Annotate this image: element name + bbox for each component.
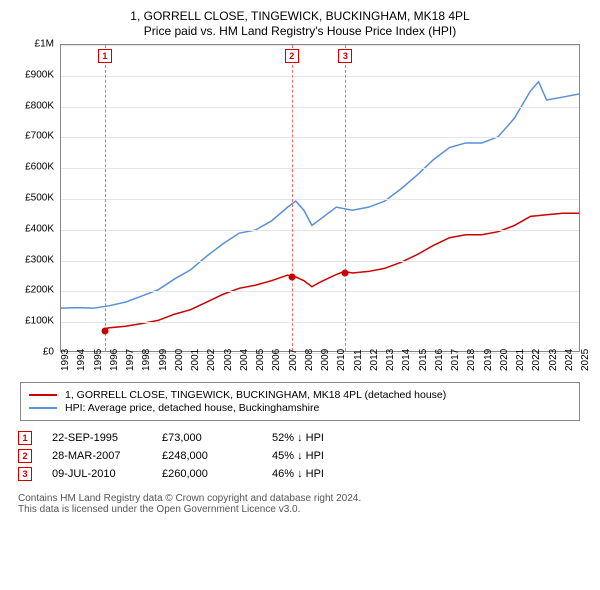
gridline-h	[61, 322, 579, 323]
annotation-row: 2 28-MAR-2007 £248,000 45% ↓ HPI	[18, 449, 582, 463]
event-marker-1: 1	[98, 49, 112, 63]
annotation-diff: 46% ↓ HPI	[272, 468, 362, 480]
legend-item: HPI: Average price, detached house, Buck…	[29, 402, 571, 414]
x-tick-label: 1996	[109, 349, 120, 371]
series-svg	[61, 45, 579, 351]
attribution-line-1: Contains HM Land Registry data © Crown c…	[18, 493, 582, 504]
x-tick-label: 2023	[548, 349, 559, 371]
gridline-h	[61, 107, 579, 108]
chart-container: £0 £100K £200K £300K £400K £500K £600K £700K £80…	[20, 44, 580, 374]
x-tick-label: 2004	[239, 349, 250, 371]
legend-swatch	[29, 394, 57, 396]
x-tick-label: 2008	[304, 349, 315, 371]
annotation-row: 1 22-SEP-1995 £73,000 52% ↓ HPI	[18, 431, 582, 445]
chart-title-block: 1, GORRELL CLOSE, TINGEWICK, BUCKINGHAM,…	[8, 9, 592, 38]
gridline-h	[61, 137, 579, 138]
x-tick-label: 2024	[564, 349, 575, 371]
x-tick-label: 2013	[385, 349, 396, 371]
annotation-price: £260,000	[162, 468, 252, 480]
annotation-marker: 3	[18, 467, 32, 481]
title-line-1: 1, GORRELL CLOSE, TINGEWICK, BUCKINGHAM,…	[8, 9, 592, 23]
x-tick-label: 2006	[271, 349, 282, 371]
x-tick-label: 2001	[190, 349, 201, 371]
x-tick-label: 2005	[255, 349, 266, 371]
x-tick-label: 2019	[483, 349, 494, 371]
gridline-h	[61, 76, 579, 77]
x-tick-label: 2025	[580, 349, 591, 371]
event-vline	[345, 45, 346, 351]
sale-point	[101, 327, 108, 334]
x-tick-label: 2007	[288, 349, 299, 371]
annotation-marker: 1	[18, 431, 32, 445]
y-tick-label: £600K	[25, 162, 54, 173]
annotation-date: 22-SEP-1995	[52, 432, 142, 444]
x-tick-label: 2014	[401, 349, 412, 371]
x-tick-label: 2010	[336, 349, 347, 371]
title-line-2: Price paid vs. HM Land Registry's House …	[8, 24, 592, 38]
x-tick-label: 2022	[531, 349, 542, 371]
y-tick-label: £300K	[25, 254, 54, 265]
annotation-date: 09-JUL-2010	[52, 468, 142, 480]
x-tick-label: 2009	[320, 349, 331, 371]
y-tick-label: £700K	[25, 131, 54, 142]
x-tick-label: 1999	[158, 349, 169, 371]
legend-swatch	[29, 407, 57, 409]
event-marker-3: 3	[338, 49, 352, 63]
x-tick-label: 2018	[466, 349, 477, 371]
plot-area: 1 2 3	[60, 44, 580, 352]
attribution-line-2: This data is licensed under the Open Gov…	[18, 504, 582, 515]
y-tick-label: £1M	[35, 39, 54, 50]
y-tick-label: £900K	[25, 69, 54, 80]
y-tick-label: £500K	[25, 193, 54, 204]
y-tick-label: £400K	[25, 223, 54, 234]
x-tick-label: 2003	[223, 349, 234, 371]
legend-item: 1, GORRELL CLOSE, TINGEWICK, BUCKINGHAM,…	[29, 389, 571, 401]
x-tick-label: 1997	[125, 349, 136, 371]
annotation-diff: 45% ↓ HPI	[272, 450, 362, 462]
x-tick-label: 2000	[174, 349, 185, 371]
attribution: Contains HM Land Registry data © Crown c…	[18, 493, 582, 515]
y-tick-label: £200K	[25, 285, 54, 296]
annotation-diff: 52% ↓ HPI	[272, 432, 362, 444]
y-tick-label: £0	[43, 347, 54, 358]
series-hpi	[61, 82, 579, 308]
annotation-price: £248,000	[162, 450, 252, 462]
annotation-price: £73,000	[162, 432, 252, 444]
x-tick-label: 2012	[369, 349, 380, 371]
x-axis-labels: 1993199419951996199719981999200020012002…	[60, 354, 580, 374]
gridline-h	[61, 261, 579, 262]
x-tick-label: 1998	[141, 349, 152, 371]
gridline-h	[61, 291, 579, 292]
event-vline	[292, 45, 293, 351]
x-tick-label: 2021	[515, 349, 526, 371]
annotation-table: 1 22-SEP-1995 £73,000 52% ↓ HPI 2 28-MAR-2007…	[18, 431, 582, 481]
annotation-marker: 2	[18, 449, 32, 463]
x-tick-label: 2016	[434, 349, 445, 371]
legend: 1, GORRELL CLOSE, TINGEWICK, BUCKINGHAM,…	[20, 382, 580, 421]
legend-label: HPI: Average price, detached house, Buck…	[65, 402, 319, 414]
x-tick-label: 2017	[450, 349, 461, 371]
sale-point	[288, 273, 295, 280]
y-axis-labels: £0£100K£200K£300K£400K£500K£600K£700K£80…	[20, 44, 56, 352]
gridline-h	[61, 45, 579, 46]
annotation-row: 3 09-JUL-2010 £260,000 46% ↓ HPI	[18, 467, 582, 481]
y-tick-label: £800K	[25, 100, 54, 111]
event-marker-2: 2	[285, 49, 299, 63]
sale-point	[342, 269, 349, 276]
x-tick-label: 2015	[418, 349, 429, 371]
y-tick-label: £100K	[25, 316, 54, 327]
annotation-date: 28-MAR-2007	[52, 450, 142, 462]
x-tick-label: 1994	[76, 349, 87, 371]
legend-label: 1, GORRELL CLOSE, TINGEWICK, BUCKINGHAM,…	[65, 389, 446, 401]
gridline-h	[61, 230, 579, 231]
x-tick-label: 2002	[206, 349, 217, 371]
gridline-h	[61, 168, 579, 169]
x-tick-label: 2011	[353, 349, 364, 371]
x-tick-label: 2020	[499, 349, 510, 371]
x-tick-label: 1993	[60, 349, 71, 371]
x-tick-label: 1995	[93, 349, 104, 371]
event-vline	[105, 45, 106, 351]
gridline-h	[61, 199, 579, 200]
